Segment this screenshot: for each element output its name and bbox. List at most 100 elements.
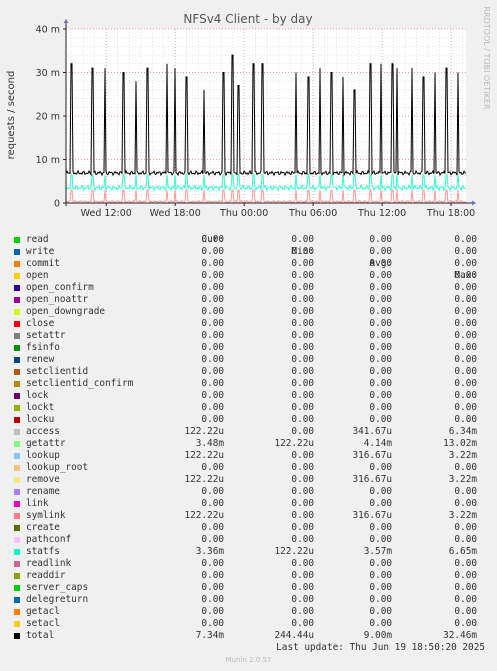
legend-row-fsinfo: fsinfo 0.00 0.00 0.00 0.00 [12,342,487,354]
legend-row-write: write 0.00 0.00 0.00 0.00 [12,246,487,258]
y-axis-arrow [63,19,69,23]
legend-max-value: 0.00 [454,390,477,401]
legend-series-name: locku [26,414,55,425]
legend-min-value: 0.00 [291,294,314,305]
legend-avg-value: 0.00 [369,414,392,425]
legend-min-value: 122.22u [274,546,314,557]
legend-max-value: 0.00 [454,270,477,281]
legend-cur-value: 0.00 [201,606,224,617]
legend-min-value: 0.00 [291,486,314,497]
legend-series-name: open_downgrade [26,306,106,317]
legend-cur-value: 0.00 [201,522,224,533]
legend-cur-value: 7.34m [195,630,224,641]
legend-min-value: 0.00 [291,570,314,581]
legend-avg-value: 0.00 [369,522,392,533]
legend-swatch [14,633,20,639]
legend-series-name: read [26,234,49,245]
legend-row-open: open 0.00 0.00 0.00 0.00 [12,270,487,282]
x-axis-arrow [472,200,476,206]
legend-series-name: symlink [26,510,66,521]
legend-avg-value: 0.00 [369,366,392,377]
legend-series-name: delegreturn [26,594,89,605]
legend-avg-value: 0.00 [369,318,392,329]
legend-swatch [14,537,20,543]
legend-swatch [14,357,20,363]
legend-cur-value: 122.22u [184,474,224,485]
legend-swatch [14,273,20,279]
legend-row-open-noattr: open_noattr 0.00 0.00 0.00 0.00 [12,294,487,306]
legend-swatch [14,441,20,447]
series-layer [65,54,467,205]
legend-swatch [14,465,20,471]
legend-max-value: 32.46m [443,630,477,641]
legend-swatch [14,621,20,627]
x-tick-label: Thu 06:00 [288,208,337,219]
legend-avg-value: 0.00 [369,618,392,629]
legend-max-value: 0.00 [454,582,477,593]
legend-avg-value: 316.67u [352,474,392,485]
legend-series-name: access [26,426,60,437]
legend-max-value: 0.00 [454,306,477,317]
legend-cur-value: 122.22u [184,426,224,437]
legend-series-name: commit [26,258,60,269]
legend-swatch [14,477,20,483]
legend-swatch [14,393,20,399]
legend-max-value: 0.00 [454,402,477,413]
legend-swatch [14,309,20,315]
legend-series-name: total [26,630,55,641]
legend-max-value: 0.00 [454,522,477,533]
rrdtool-credit: RRDTOOL / TOBI OETIKER [482,6,491,109]
series-line-total [65,54,467,177]
legend-min-value: 0.00 [291,414,314,425]
legend-series-name: open_confirm [26,282,94,293]
legend-series-name: getacl [26,606,60,617]
legend-max-value: 0.00 [454,246,477,257]
series-line-statfs [65,174,467,192]
x-tick-label: Thu 12:00 [357,208,406,219]
legend-max-value: 0.00 [454,366,477,377]
legend-swatch [14,417,20,423]
legend-min-value: 0.00 [291,318,314,329]
legend-avg-value: 0.00 [369,582,392,593]
legend-swatch [14,237,20,243]
legend-series-name: remove [26,474,60,485]
legend: Cur: Min: Avg: Max: read 0.00 0.00 0.00 0.00… [12,222,487,642]
legend-row-getacl: getacl 0.00 0.00 0.00 0.00 [12,606,487,618]
legend-series-name: lock [26,390,49,401]
legend-series-name: setclientid [26,366,89,377]
legend-row-commit: commit 0.00 0.00 0.00 0.00 [12,258,487,270]
legend-cur-value: 0.00 [201,258,224,269]
legend-cur-value: 3.48m [195,438,224,449]
last-update: Last update: Thu Jun 19 18:50:20 2025 [276,642,485,653]
legend-series-name: pathconf [26,534,72,545]
legend-max-value: 0.00 [454,294,477,305]
legend-swatch [14,249,20,255]
legend-max-value: 0.00 [454,342,477,353]
legend-max-value: 0.00 [454,498,477,509]
legend-min-value: 0.00 [291,594,314,605]
legend-row-renew: renew 0.00 0.00 0.00 0.00 [12,354,487,366]
legend-row-read: read 0.00 0.00 0.00 0.00 [12,234,487,246]
legend-series-name: setclientid_confirm [26,378,134,389]
legend-swatch [14,513,20,519]
legend-min-value: 0.00 [291,390,314,401]
legend-swatch [14,597,20,603]
y-axis-label: requests / second [6,71,17,160]
legend-avg-value: 0.00 [369,330,392,341]
legend-row-delegreturn: delegreturn 0.00 0.00 0.00 0.00 [12,594,487,606]
legend-cur-value: 0.00 [201,498,224,509]
legend-cur-value: 0.00 [201,378,224,389]
legend-avg-value: 341.67u [352,426,392,437]
legend-row-access: access 122.22u 0.00 341.67u 6.34m [12,426,487,438]
legend-row-rename: rename 0.00 0.00 0.00 0.00 [12,486,487,498]
y-tick-label: 20 m [36,112,60,123]
legend-cur-value: 0.00 [201,282,224,293]
legend-avg-value: 0.00 [369,342,392,353]
legend-avg-value: 0.00 [369,354,392,365]
legend-swatch [14,345,20,351]
legend-cur-value: 0.00 [201,246,224,257]
legend-swatch [14,405,20,411]
legend-series-name: readlink [26,558,72,569]
legend-series-name: fsinfo [26,342,60,353]
legend-row-lockt: lockt 0.00 0.00 0.00 0.00 [12,402,487,414]
